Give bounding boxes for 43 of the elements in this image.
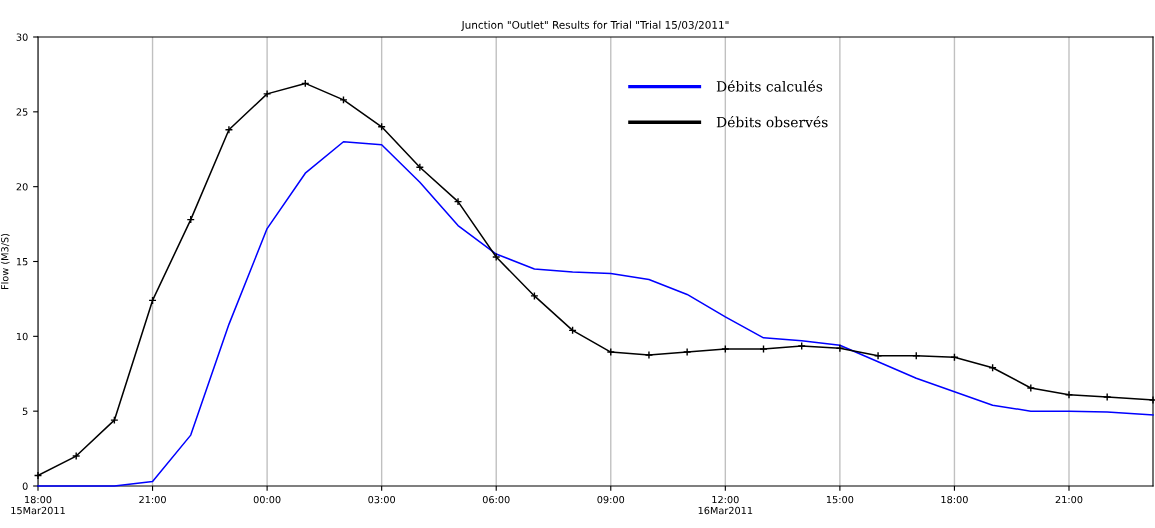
x-tick-label: 12:00 16Mar2011 (698, 495, 753, 515)
chart-title: Junction "Outlet" Results for Trial "Trial 15/03/2011" (461, 20, 729, 31)
y-tick-label: 0 (22, 482, 28, 490)
x-tick-label: 21:00 (139, 495, 166, 504)
y-tick-label: 30 (16, 33, 28, 41)
y-tick-label: 10 (16, 332, 28, 341)
point (110, 415, 119, 425)
x-tick-label: 09:00 (597, 495, 625, 504)
point (415, 163, 425, 172)
point (1064, 390, 1074, 399)
point (873, 351, 883, 360)
point (682, 347, 692, 357)
x-tick-label: 18:00 15Mar2011 (11, 495, 65, 515)
y-tick-label: 5 (22, 407, 28, 415)
x-tick-label: 21:00 (1055, 495, 1083, 504)
point (644, 350, 654, 360)
point (339, 95, 348, 105)
x-tick-label: 06:00 (482, 495, 510, 504)
point (492, 252, 501, 262)
point (262, 89, 272, 99)
point (33, 471, 43, 480)
point (453, 197, 463, 206)
point (1103, 392, 1112, 402)
point (224, 125, 234, 134)
point (835, 344, 845, 353)
y-tick-label: 15 (16, 258, 28, 266)
x-tick-label: 00:00 (253, 495, 281, 504)
x-tick-label: 03:00 (368, 495, 396, 504)
point (797, 341, 806, 351)
legend-label: Débits calculés (716, 80, 823, 92)
point (530, 291, 539, 301)
legend-label: Débits observés (716, 116, 828, 128)
x-tick-label: 15:00 (826, 495, 854, 504)
x-tick-label: 18:00 (941, 495, 968, 504)
y-axis-title: Flow (M3/S) (0, 233, 10, 289)
y-tick-label: 20 (16, 183, 28, 191)
y-tick-label: 25 (16, 108, 28, 116)
point (606, 347, 615, 357)
point (72, 451, 81, 461)
point (1026, 383, 1035, 393)
point (721, 344, 730, 354)
point (1148, 395, 1155, 405)
point (759, 344, 768, 354)
